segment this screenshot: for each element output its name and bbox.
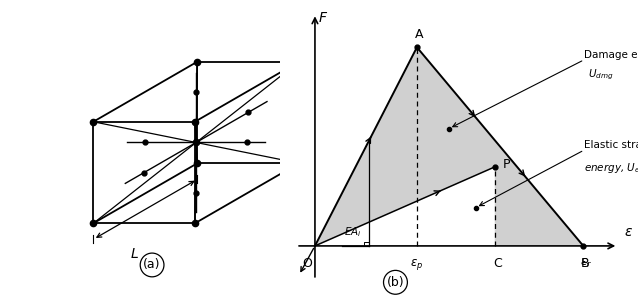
Text: P: P [503, 158, 510, 171]
Polygon shape [315, 167, 494, 246]
Text: A: A [415, 28, 424, 40]
Text: $\varepsilon$: $\varepsilon$ [623, 225, 633, 239]
Text: $L$: $L$ [130, 247, 139, 261]
Text: (b): (b) [387, 276, 404, 289]
Text: B: B [581, 257, 590, 270]
Text: $EA_i$: $EA_i$ [345, 225, 362, 239]
Text: $U_{dmg}$: $U_{dmg}$ [588, 68, 613, 82]
Text: energy, $U_{el}$: energy, $U_{el}$ [584, 161, 638, 175]
Text: C: C [493, 257, 502, 270]
Text: $F$: $F$ [318, 11, 328, 25]
Text: $\varepsilon_p$: $\varepsilon_p$ [410, 257, 424, 272]
Text: (a): (a) [144, 258, 161, 271]
Text: $\varepsilon_r$: $\varepsilon_r$ [580, 257, 592, 270]
Text: Elastic strain: Elastic strain [584, 140, 638, 150]
Text: O: O [302, 257, 312, 270]
Polygon shape [315, 47, 583, 246]
Text: Damage energy,: Damage energy, [584, 50, 638, 60]
